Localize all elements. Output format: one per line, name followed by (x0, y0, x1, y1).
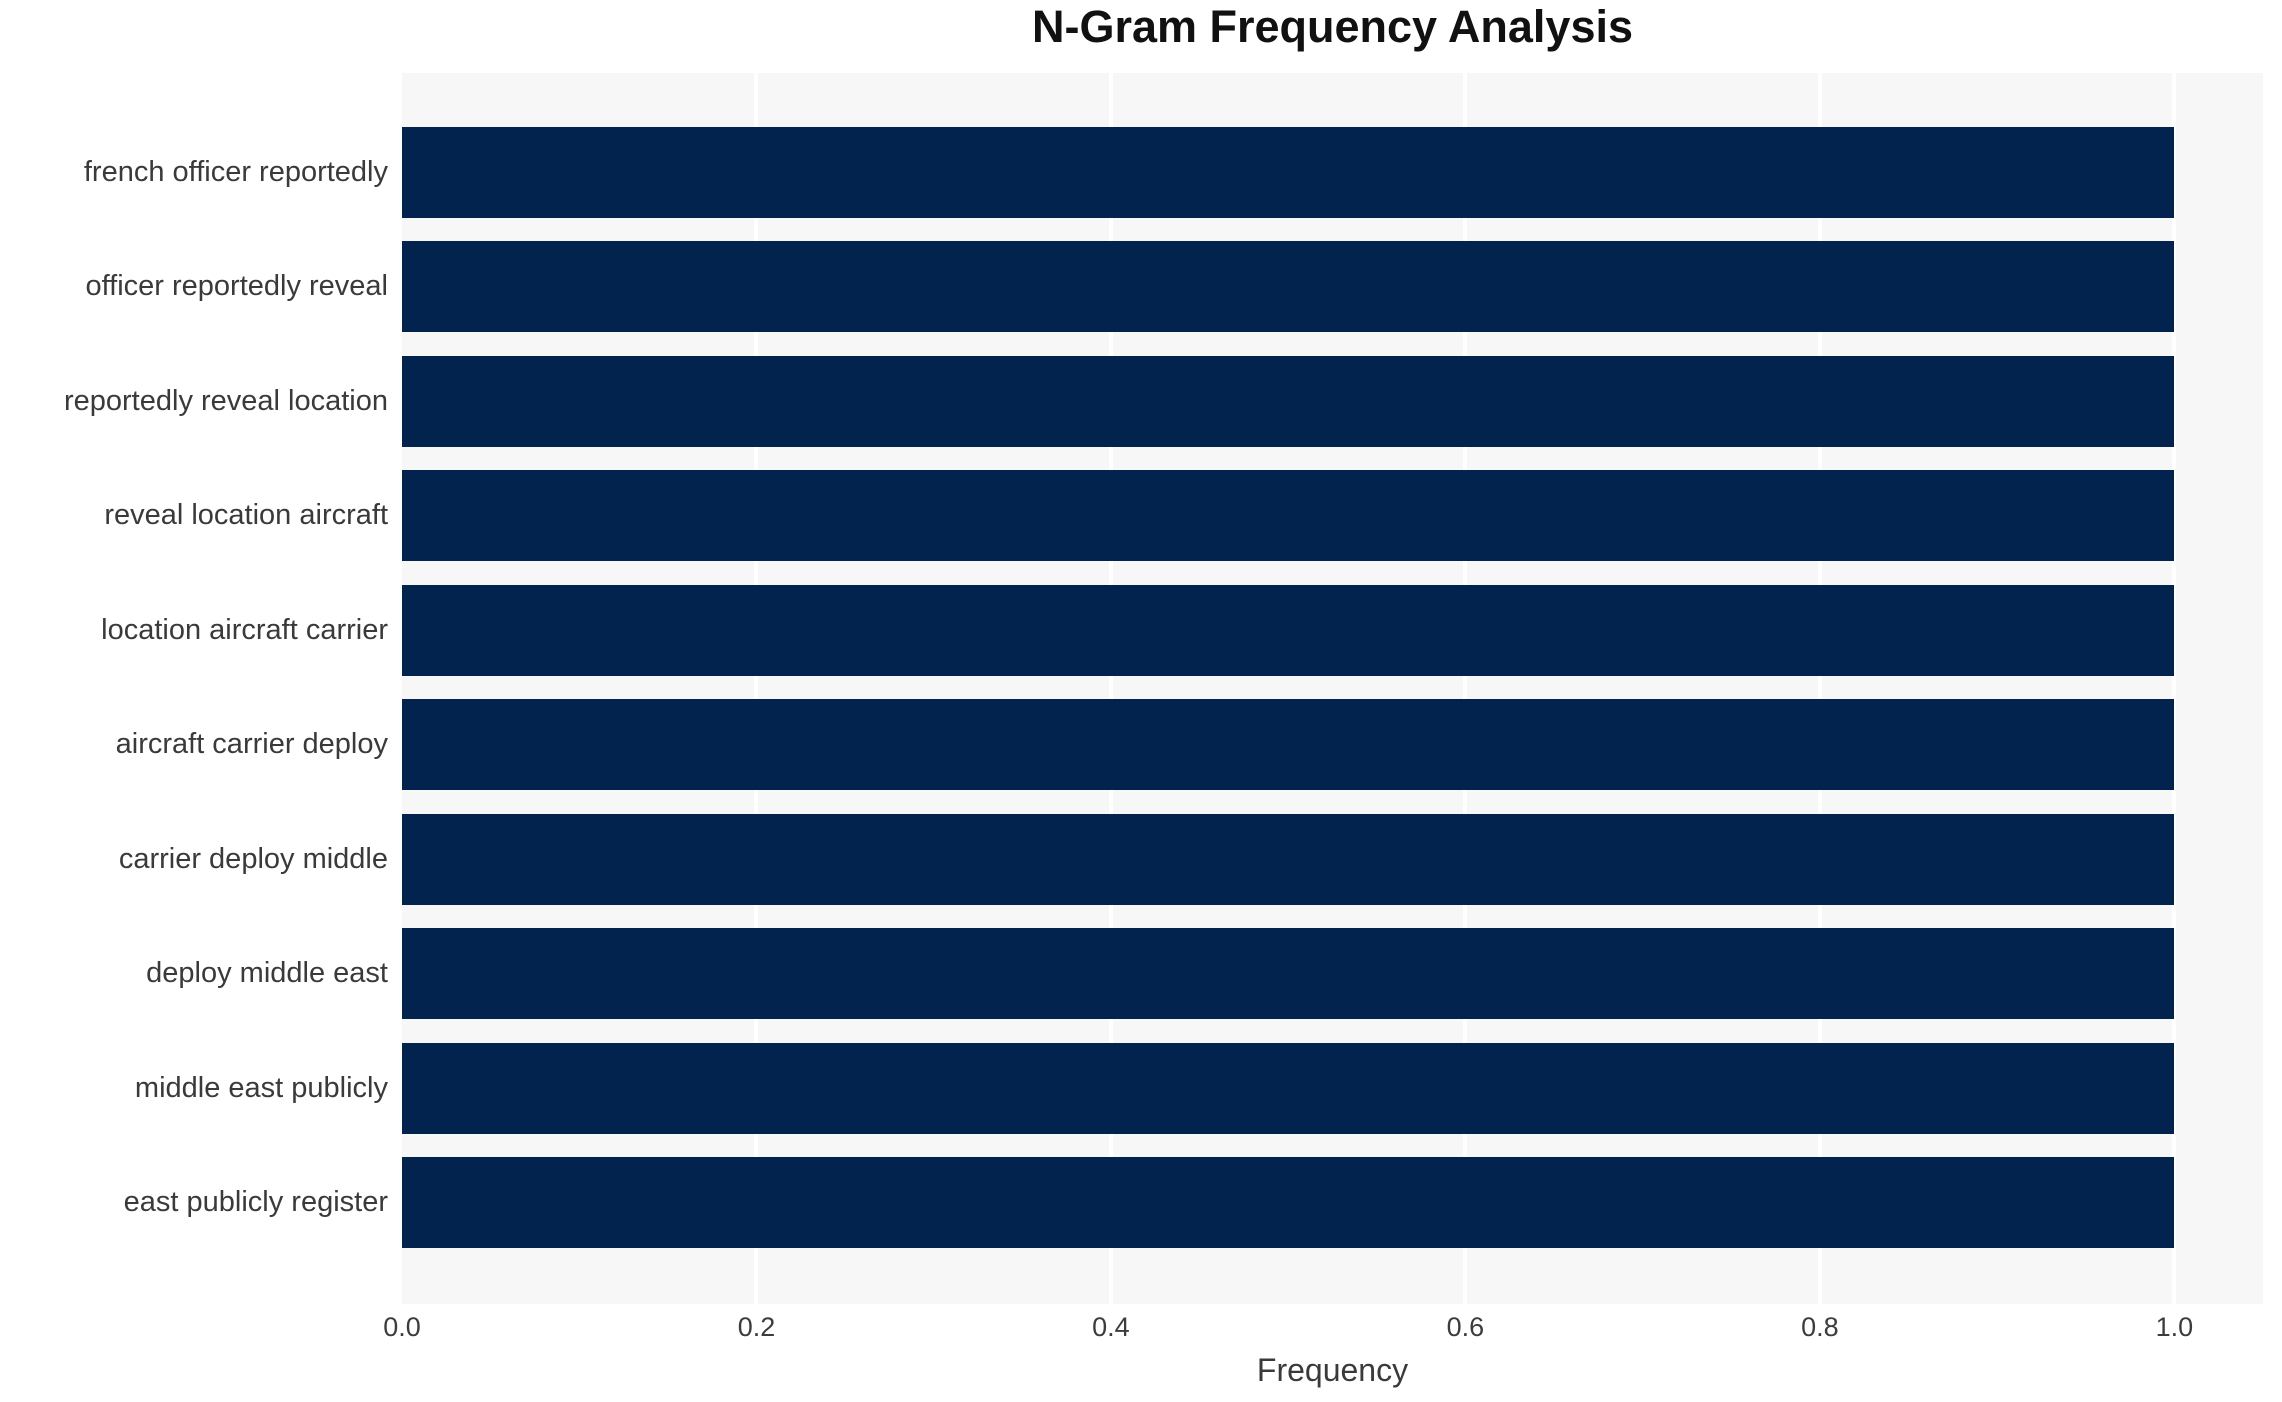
y-tick-label: deploy middle east (146, 957, 388, 990)
bar-6 (402, 699, 2175, 791)
x-tick-label: 0.8 (1801, 1312, 1839, 1342)
x-tick-label: 1.0 (2155, 1312, 2194, 1342)
bar-7 (402, 813, 2175, 905)
y-tick-label: aircraft carrier deploy (115, 728, 388, 761)
gridline-x-1.0 (2172, 73, 2177, 1304)
gridline-x-0.6 (1463, 73, 1468, 1304)
gridline-x-0.4 (1108, 73, 1113, 1304)
bar-9 (402, 1042, 2175, 1134)
bar-8 (402, 928, 2175, 1020)
y-tick-label: carrier deploy middle (118, 842, 388, 875)
bar-4 (402, 470, 2175, 562)
x-axis-title: Frequency (1256, 1352, 1409, 1388)
gridline-x-0.2 (754, 73, 759, 1304)
gridline-x-0.8 (1817, 73, 1822, 1304)
bar-5 (402, 584, 2175, 676)
x-tick-label: 0.2 (737, 1312, 776, 1342)
y-tick-label: reveal location aircraft (104, 499, 388, 532)
chart-title: N-Gram Frequency Analysis (1031, 1, 1634, 52)
x-axis-ticks: 0.0 0.2 0.4 0.6 0.8 1.0 (383, 1312, 2263, 1348)
x-tick-label: 0.4 (1092, 1312, 1130, 1342)
y-tick-label: east publicly register (123, 1185, 388, 1218)
y-tick-label: location aircraft carrier (101, 613, 388, 646)
bar-2 (402, 241, 2175, 333)
bar-1 (402, 127, 2175, 218)
x-tick-label: 0.0 (383, 1312, 421, 1342)
gridlines (402, 73, 2263, 1304)
y-axis-labels: french officer reportedly officer reporte… (0, 73, 402, 1304)
plot-area (402, 73, 2263, 1304)
bar-series (402, 73, 2263, 1304)
bar-3 (402, 355, 2175, 447)
y-tick-label: reportedly reveal location (63, 384, 388, 417)
bar-10 (402, 1156, 2175, 1248)
y-tick-label: officer reportedly reveal (85, 270, 388, 303)
y-tick-label: french officer reportedly (83, 156, 388, 188)
y-tick-label: middle east publicly (134, 1071, 388, 1104)
x-tick-label: 0.6 (1446, 1312, 1485, 1342)
